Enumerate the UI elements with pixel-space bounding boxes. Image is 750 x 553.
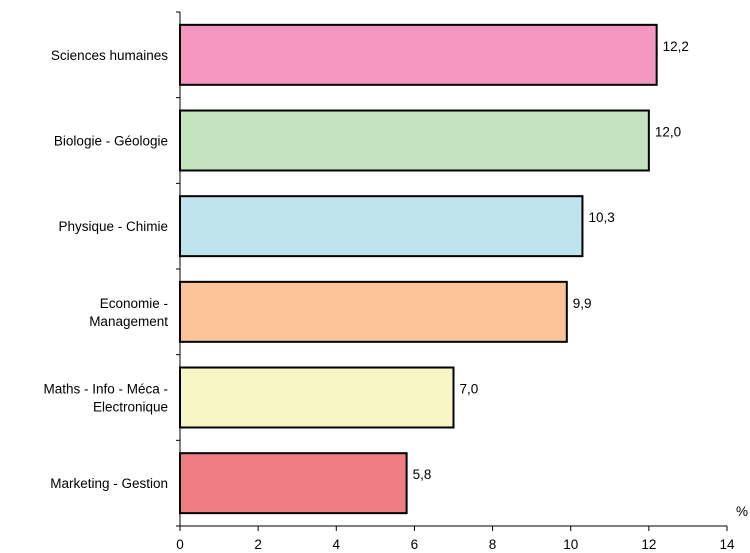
x-tick-label: 10: [563, 537, 578, 552]
labels-layer: 12,2 Sciences humaines 12,0 Biologie - Géol…: [43, 39, 735, 552]
unit-label: %: [736, 504, 748, 519]
category-label: Biologie - Géologie: [54, 134, 168, 149]
category-label-line: Biologie - Géologie: [54, 134, 168, 149]
x-tick-label: 6: [411, 537, 419, 552]
category-label: Physique - Chimie: [58, 219, 168, 234]
bar: [179, 366, 455, 429]
bar: [179, 109, 650, 172]
category-label: Marketing - Gestion: [50, 476, 168, 491]
category-label-line: Physique - Chimie: [58, 219, 168, 234]
data-label: 10,3: [588, 210, 614, 225]
category-label-line: Economie -: [100, 296, 168, 311]
category-label: Economie - Management: [89, 296, 168, 329]
x-tick-label: 4: [333, 537, 341, 552]
x-tick-label: 12: [641, 537, 656, 552]
x-tick-label: 2: [254, 537, 262, 552]
category-label: Sciences humaines: [51, 48, 168, 63]
category-label-line: Maths - Info - Méca -: [43, 382, 168, 397]
category-label-line: Sciences humaines: [51, 48, 168, 63]
category-label-line: Electronique: [93, 400, 168, 415]
axis-layer: [176, 11, 728, 531]
data-label: 5,8: [413, 467, 432, 482]
bar: [179, 280, 568, 343]
bars-layer: [179, 23, 658, 515]
category-label: Maths - Info - Méca - Electronique: [43, 382, 168, 415]
bar: [179, 195, 584, 258]
x-tick-label: 8: [489, 537, 497, 552]
category-label-line: Management: [89, 314, 168, 329]
data-label: 7,0: [460, 382, 479, 397]
category-label-line: Marketing - Gestion: [50, 476, 168, 491]
data-label: 9,9: [573, 296, 592, 311]
bar: [179, 452, 408, 515]
x-tick-label: 0: [176, 537, 184, 552]
bar: [179, 23, 658, 86]
x-tick-label: 14: [719, 537, 735, 552]
data-label: 12,2: [663, 39, 689, 54]
data-label: 12,0: [655, 125, 681, 140]
